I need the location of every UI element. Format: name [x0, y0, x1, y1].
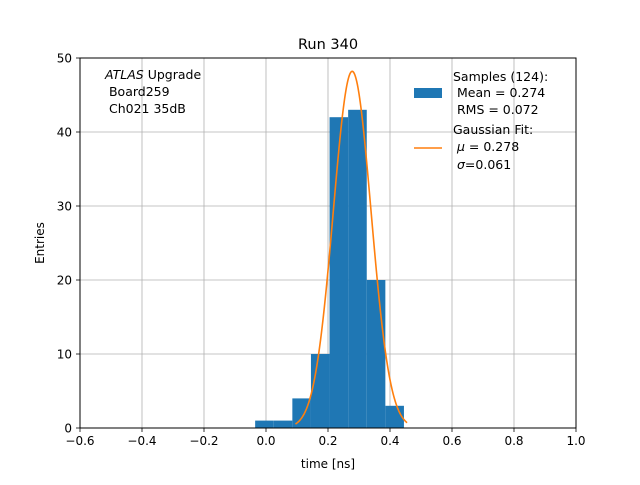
y-axis-label: Entries — [33, 222, 47, 264]
legend-sigma-value: =0.061 — [465, 157, 511, 172]
axes: −0.6 −0.4 −0.2 0.0 0.2 0.4 0.6 0.8 1.0 0 10 20 30 40 5… — [57, 52, 586, 449]
histogram-bar — [348, 109, 367, 429]
y-tick-label: 20 — [57, 274, 72, 288]
histogram-bar — [292, 398, 311, 428]
annotation-line-1: ATLAS Upgrade — [104, 67, 201, 82]
atlas-annotation: ATLAS Upgrade Board259 Ch021 35dB — [104, 67, 201, 116]
legend-mu-value: = 0.278 — [465, 139, 519, 154]
annotation-line-3: Ch021 35dB — [105, 101, 186, 116]
x-tick-label: −0.4 — [127, 434, 156, 448]
legend-samples-line-3: RMS = 0.072 — [453, 102, 539, 117]
annotation-upgrade: Upgrade — [144, 67, 202, 82]
legend-sigma-symbol: σ — [457, 157, 466, 172]
y-tick-label: 50 — [57, 52, 72, 66]
x-tick-label: −0.6 — [65, 434, 94, 448]
x-tick-label: 1.0 — [566, 434, 585, 448]
x-axis-label: time [ns] — [301, 457, 355, 471]
histogram-bars — [255, 109, 404, 429]
annotation-atlas: ATLAS — [104, 67, 144, 82]
histogram-bar — [273, 420, 293, 428]
legend-fit-line-1: Gaussian Fit: — [453, 122, 533, 137]
x-tick-label: 0.2 — [318, 434, 337, 448]
x-tick-label: 0.8 — [504, 434, 523, 448]
histogram-bar — [329, 117, 349, 428]
x-tick-label: 0.0 — [256, 434, 275, 448]
histogram-bar — [366, 280, 386, 428]
legend: Samples (124): Mean = 0.274 RMS = 0.072 … — [414, 69, 548, 172]
x-tick-label: 0.4 — [380, 434, 399, 448]
histogram-bar — [255, 420, 274, 428]
annotation-line-2: Board259 — [105, 84, 170, 99]
legend-samples-line-1: Samples (124): — [453, 69, 548, 84]
gaussian-fit-curve — [295, 70, 408, 425]
fit-curve-group — [295, 70, 408, 425]
legend-samples-line-2: Mean = 0.274 — [453, 85, 545, 100]
chart-title: Run 340 — [298, 37, 358, 53]
legend-mu-symbol: μ — [456, 139, 465, 154]
legend-samples-swatch — [414, 88, 442, 98]
x-tick-label: 0.6 — [442, 434, 461, 448]
y-tick-label: 0 — [64, 422, 72, 436]
legend-fit-line-2: μ = 0.278 — [453, 139, 519, 154]
legend-fit-line-3: σ=0.061 — [453, 157, 511, 172]
x-tick-label: −0.2 — [189, 434, 218, 448]
y-tick-label: 40 — [57, 126, 72, 140]
y-tick-label: 10 — [57, 348, 72, 362]
y-tick-label: 30 — [57, 200, 72, 214]
histogram-bar — [310, 354, 330, 428]
